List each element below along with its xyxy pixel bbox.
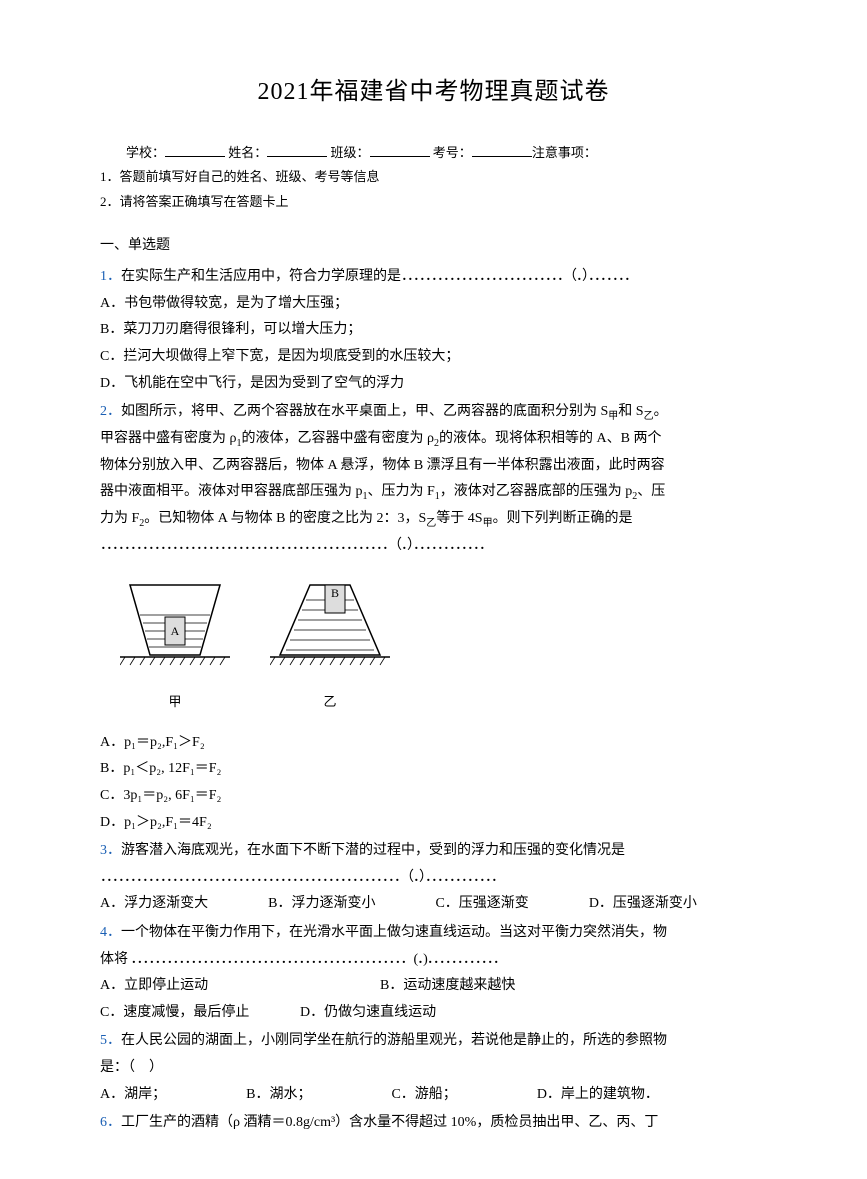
id-blank: [472, 144, 532, 157]
id-label: 考号：: [433, 145, 472, 160]
q4-option-b: B．运动速度越来越快: [380, 973, 515, 1000]
svg-text:A: A: [171, 624, 180, 638]
q5-text2: 是：（ ）: [100, 1055, 767, 1082]
q2-text-p2c: 的液体。现将体积相等的 A、B 两个: [439, 431, 661, 446]
q4-option-d: D．仍做匀速直线运动: [300, 1000, 436, 1027]
instructions: 1．答题前填写好自己的姓名、班级、考号等信息 2．请将答案正确填写在答题卡上: [100, 165, 767, 214]
q4-option-a: A．立即停止运动: [100, 973, 380, 1000]
q5-option-a: A．湖岸；: [100, 1082, 166, 1109]
q2-text-p4b: 、压力为 F: [368, 484, 435, 499]
q1-number: 1．: [100, 269, 121, 284]
instruction-1: 1．答题前填写好自己的姓名、班级、考号等信息: [100, 165, 767, 190]
q2-text-p5d: 。则下列判断正确的是: [493, 511, 633, 526]
q2-text-p4c: ，液体对乙容器底部的压强为 p: [440, 484, 633, 499]
q3-text: 游客潜入海底观光，在水面下不断下潜的过程中，受到的浮力和压强的变化情况是: [121, 843, 625, 858]
question-4: 4．一个物体在平衡力作用下，在光滑水平面上做匀速直线运动。当这对平衡力突然消失，…: [100, 920, 767, 1026]
q3-option-a: A．浮力逐渐变大: [100, 891, 208, 918]
q1-option-d: D．飞机能在空中飞行，是因为受到了空气的浮力: [100, 371, 767, 398]
q2-dots: ．．．．．．．．．．．．．．．．．．．．．．．．．．．．．．．．．．．．．．．．…: [100, 533, 767, 560]
question-3: 3．游客潜入海底观光，在水面下不断下潜的过程中，受到的浮力和压强的变化情况是 ．…: [100, 838, 767, 918]
school-label: 学校：: [126, 145, 165, 160]
diagram-jia-label: 甲: [120, 690, 230, 715]
q4-text2: 体将: [100, 952, 128, 967]
diagram-jia: A 甲: [120, 575, 230, 715]
q6-text: 工厂生产的酒精（ρ 酒精＝0.8g/cm³）含水量不得超过 10%，质检员抽出甲…: [121, 1115, 658, 1130]
q2-option-c: C．3p₁＝p₂, 6F₁＝F₂: [100, 783, 767, 810]
q4-number: 4．: [100, 925, 121, 940]
q4-text: 一个物体在平衡力作用下，在光滑水平面上做匀速直线运动。当这对平衡力突然消失，物: [121, 925, 667, 940]
q5-option-d: D．岸上的建筑物．: [537, 1082, 659, 1109]
q4-row2: C．速度减慢，最后停止 D．仍做匀速直线运动: [100, 1000, 767, 1027]
q2-text-p1: 如图所示，将甲、乙两个容器放在水平桌面上，甲、乙两容器的底面积分别为 S: [121, 404, 608, 419]
q5-option-c: C．游船；: [391, 1082, 456, 1109]
q2-sub1: 甲: [608, 411, 618, 422]
student-info-line: 学校： 姓名： 班级： 考号： 注意事项：: [100, 141, 767, 166]
q1-option-c: C．拦河大坝做得上窄下宽，是因为坝底受到的水压较大；: [100, 344, 767, 371]
container-yi-svg: B: [270, 575, 390, 675]
q1-option-b: B．菜刀刀刃磨得很锋利，可以增大压力；: [100, 317, 767, 344]
q4-option-c: C．速度减慢，最后停止: [100, 1000, 300, 1027]
q2-sub-sjia: 甲: [483, 518, 493, 529]
q1-dots: ．．．．．．．．．．．．．．．．．．．．．．．．．．．（．）．．．．．．．: [401, 269, 637, 284]
q2-option-a: A．p₁＝p₂,F₁＞F₂: [100, 730, 767, 757]
question-5: 5．在人民公园的湖面上，小刚同学坐在航行的游船里观光，若说他是静止的，所选的参照…: [100, 1028, 767, 1108]
q2-text-p5c: 等于 4S: [436, 511, 482, 526]
q6-number: 6．: [100, 1115, 121, 1130]
q2-text-p2: 甲容器中盛有密度为 ρ: [100, 431, 237, 446]
question-1: 1．在实际生产和生活应用中，符合力学原理的是．．．．．．．．．．．．．．．．．．…: [100, 264, 767, 397]
question-2: 2．如图所示，将甲、乙两个容器放在水平桌面上，甲、乙两容器的底面积分别为 S甲和…: [100, 399, 767, 836]
svg-text:B: B: [331, 586, 339, 600]
q3-dots: ．．．．．．．．．．．．．．．．．．．．．．．．．．．．．．．．．．．．．．．．…: [100, 865, 767, 892]
q1-text: 在实际生产和生活应用中，符合力学原理的是: [121, 269, 401, 284]
q2-text-p3: 物体分别放入甲、乙两容器后，物体 A 悬浮，物体 B 漂浮且有一半体积露出液面，…: [100, 453, 767, 480]
q4-dots: ．．．．．．．．．．．．．．．．．．．．．．．．．．．．．．．．．．．．．．．．…: [128, 952, 506, 967]
q2-option-d: D．p₁＞p₂,F₁＝4F₂: [100, 810, 767, 837]
q3-option-c: C．压强逐渐变: [435, 891, 528, 918]
q2-text-p2b: 的液体，乙容器中盛有密度为 ρ: [242, 431, 435, 446]
q2-text-p5b: 。已知物体 A 与物体 B 的密度之比为 2：3，S: [144, 511, 426, 526]
diagram-yi: B 乙: [270, 575, 390, 715]
q2-sub2: 乙: [644, 411, 654, 422]
q2-diagram-row: A 甲 B: [120, 575, 767, 715]
question-6: 6．工厂生产的酒精（ρ 酒精＝0.8g/cm³）含水量不得超过 10%，质检员抽…: [100, 1110, 767, 1137]
q1-option-a: A．书包带做得较宽，是为了增大压强；: [100, 291, 767, 318]
container-jia-svg: A: [120, 575, 230, 675]
q3-option-b: B．浮力逐渐变小: [268, 891, 375, 918]
school-blank: [165, 144, 225, 157]
q4-row1: A．立即停止运动 B．运动速度越来越快: [100, 973, 767, 1000]
page-title: 2021年福建省中考物理真题试卷: [100, 70, 767, 116]
q2-number: 2．: [100, 404, 121, 419]
instruction-2: 2．请将答案正确填写在答题卡上: [100, 190, 767, 215]
q2-option-b: B．p₁＜p₂, 12F₁＝F₂: [100, 756, 767, 783]
q2-text-p1b: 和 S: [618, 404, 643, 419]
class-label: 班级：: [331, 145, 370, 160]
section-1-heading: 一、单选题: [100, 233, 767, 260]
notes-label: 注意事项：: [532, 145, 597, 160]
q3-number: 3．: [100, 843, 121, 858]
q5-text: 在人民公园的湖面上，小刚同学坐在航行的游船里观光，若说他是静止的，所选的参照物: [121, 1033, 667, 1048]
q5-number: 5．: [100, 1033, 121, 1048]
q2-text-p1c: 。: [654, 404, 668, 419]
q2-sub-syi: 乙: [426, 518, 436, 529]
q2-text-p5a: 力为 F: [100, 511, 139, 526]
q5-options: A．湖岸； B．湖水； C．游船； D．岸上的建筑物．: [100, 1082, 767, 1109]
diagram-yi-label: 乙: [270, 690, 390, 715]
q5-option-b: B．湖水；: [246, 1082, 311, 1109]
name-label: 姓名：: [228, 145, 267, 160]
q2-text-p4d: 、压: [637, 484, 665, 499]
q3-option-d: D．压强逐渐变小: [589, 891, 697, 918]
name-blank: [267, 144, 327, 157]
q2-text-p4a: 器中液面相平。液体对甲容器底部压强为 p: [100, 484, 363, 499]
class-blank: [370, 144, 430, 157]
q3-options: A．浮力逐渐变大 B．浮力逐渐变小 C．压强逐渐变 D．压强逐渐变小: [100, 891, 767, 918]
